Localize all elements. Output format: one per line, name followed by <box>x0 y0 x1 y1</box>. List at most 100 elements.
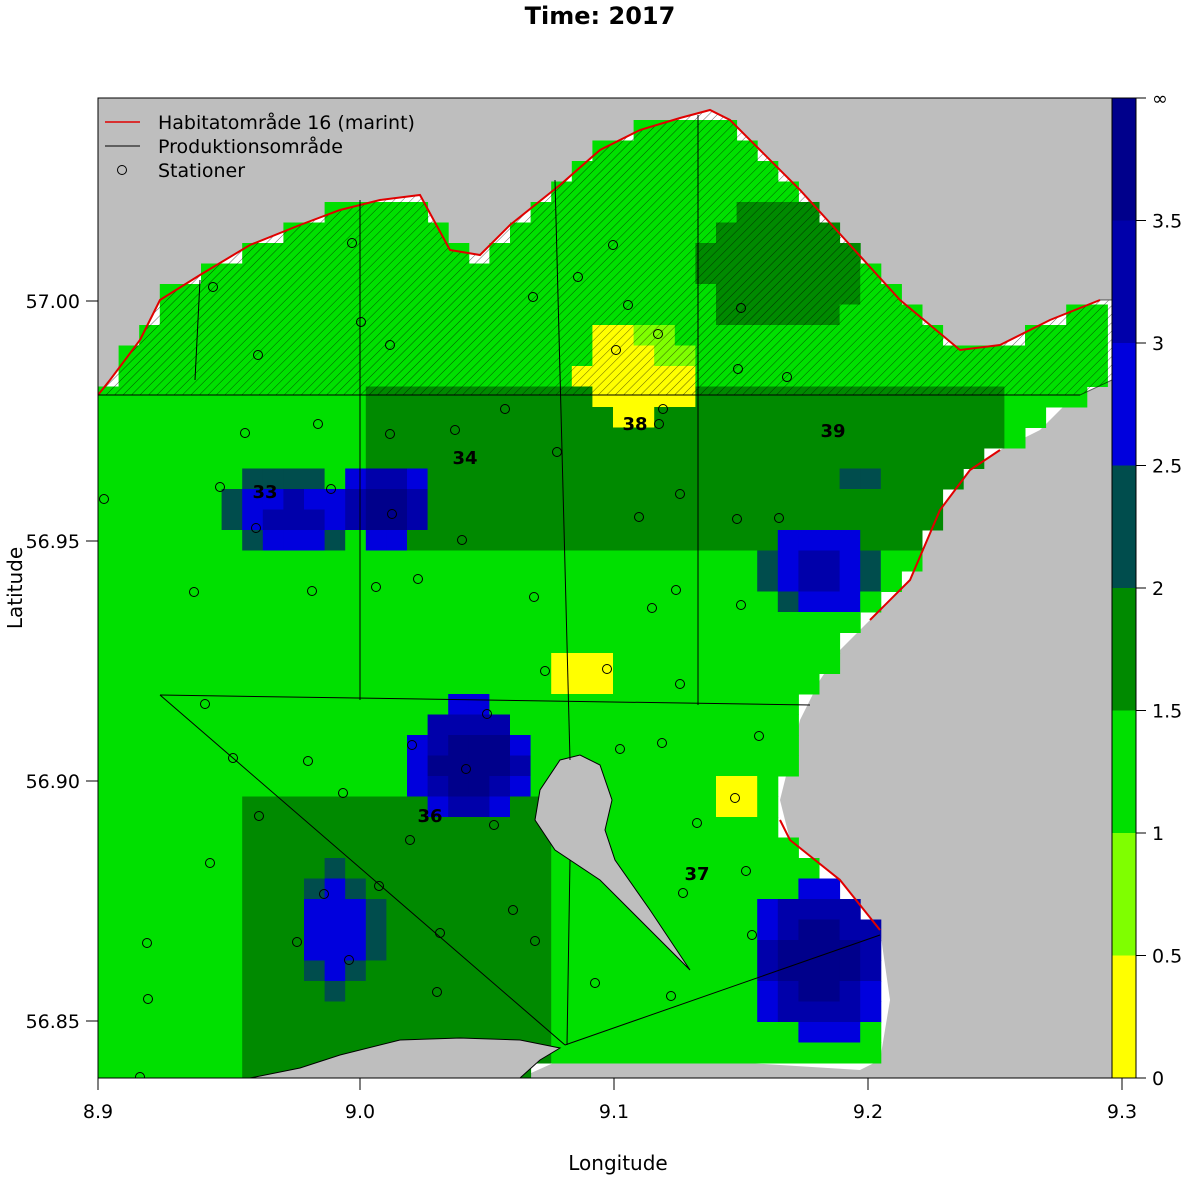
heatmap-cell <box>98 1063 120 1078</box>
heatmap-cell <box>716 796 738 818</box>
heatmap-cell <box>345 1022 367 1043</box>
heatmap-cell <box>716 448 738 469</box>
heatmap-cell <box>468 1001 490 1023</box>
heatmap-cell <box>613 755 635 777</box>
heatmap-cell <box>324 407 346 428</box>
heatmap-cell <box>901 407 923 428</box>
heatmap-cell <box>592 735 614 756</box>
heatmap-cell <box>345 796 367 818</box>
heatmap-cell <box>695 919 717 941</box>
heatmap-cell <box>901 550 923 572</box>
heatmap-cell <box>489 1022 511 1043</box>
heatmap-cell <box>839 407 861 428</box>
stations <box>99 238 792 1078</box>
heatmap-cell <box>880 509 902 531</box>
heatmap-cell <box>201 1063 223 1078</box>
heatmap-cell <box>489 612 511 633</box>
heatmap-cell <box>159 612 181 633</box>
station-marker <box>782 372 792 382</box>
area-label-37: 37 <box>684 864 709 885</box>
heatmap-cell <box>736 735 758 756</box>
heatmap-cell <box>242 1001 264 1023</box>
heatmap-cell <box>839 612 861 633</box>
heatmap-cell <box>654 714 676 736</box>
heatmap-cell <box>180 837 202 859</box>
station-marker <box>432 987 442 997</box>
heatmap-cell <box>180 509 202 531</box>
heatmap-cell <box>551 694 573 715</box>
heatmap-cell <box>757 755 779 777</box>
colorbar-label: 3 <box>1152 333 1164 355</box>
heatmap-cell <box>448 899 470 920</box>
heatmap-cell <box>571 1022 593 1043</box>
heatmap-cell <box>674 1042 696 1064</box>
heatmap-cell <box>324 694 346 715</box>
heatmap-cell <box>201 694 223 715</box>
station-marker <box>385 429 395 439</box>
heatmap-cell <box>283 919 305 941</box>
heatmap-cell <box>283 858 305 879</box>
heatmap-cell <box>819 1001 841 1023</box>
station-marker <box>489 820 499 830</box>
heatmap-cell <box>242 919 264 941</box>
heatmap-cell <box>757 468 779 490</box>
heatmap-cell <box>221 858 243 879</box>
heatmap-cell <box>448 653 470 674</box>
heatmap-cell <box>592 981 614 1002</box>
heatmap-cell <box>345 878 367 900</box>
heatmap-cell <box>407 796 429 818</box>
heatmap-cell <box>201 427 223 449</box>
heatmap-cell <box>880 489 902 510</box>
heatmap-cell <box>221 899 243 920</box>
heatmap-cell <box>407 509 429 531</box>
heatmap-cell <box>592 509 614 531</box>
heatmap-cell <box>365 735 387 756</box>
heatmap-cell <box>530 591 552 613</box>
heatmap-cell <box>427 714 449 736</box>
heatmap-cell <box>674 899 696 920</box>
heatmap-cell <box>798 673 820 695</box>
heatmap-cell <box>489 694 511 715</box>
heatmap-cell <box>757 673 779 695</box>
heatmap-cell <box>221 427 243 449</box>
heatmap-cell <box>468 837 490 859</box>
heatmap-cell <box>324 1022 346 1043</box>
heatmap-cell <box>860 489 882 510</box>
heatmap-cell <box>324 817 346 838</box>
heatmap-cell <box>262 694 284 715</box>
heatmap-cell <box>716 960 738 982</box>
heatmap-cell <box>304 776 326 797</box>
heatmap-cell <box>674 489 696 510</box>
heatmap-cell <box>159 755 181 777</box>
heatmap-cell <box>159 632 181 654</box>
heatmap-cell <box>407 817 429 838</box>
heatmap-cell <box>98 1022 120 1043</box>
heatmap-cell <box>201 571 223 592</box>
station-marker <box>99 494 109 504</box>
heatmap-cell <box>427 735 449 756</box>
heatmap-cell <box>489 427 511 449</box>
heatmap-cell <box>118 755 140 777</box>
heatmap-cell <box>777 981 799 1002</box>
heatmap-cell <box>304 837 326 859</box>
heatmap-cell <box>180 960 202 982</box>
heatmap-cell <box>592 1001 614 1023</box>
heatmap-cell <box>118 899 140 920</box>
heatmap-cell <box>901 509 923 531</box>
heatmap-cell <box>510 591 532 613</box>
heatmap-cell <box>324 878 346 900</box>
heatmap-cell <box>201 632 223 654</box>
heatmap-cell <box>242 468 264 490</box>
heatmap-cell <box>798 632 820 654</box>
heatmap-cell <box>221 837 243 859</box>
heatmap-cell <box>98 735 120 756</box>
station-marker <box>647 603 657 613</box>
heatmap-cell <box>221 489 243 510</box>
heatmap-cell <box>304 530 326 551</box>
heatmap-cell <box>654 673 676 695</box>
y-axis-label: Latitude <box>3 547 27 629</box>
heatmap-cell <box>242 632 264 654</box>
heatmap-cell <box>345 448 367 469</box>
heatmap-cell <box>489 981 511 1002</box>
heatmap-cell <box>551 1001 573 1023</box>
